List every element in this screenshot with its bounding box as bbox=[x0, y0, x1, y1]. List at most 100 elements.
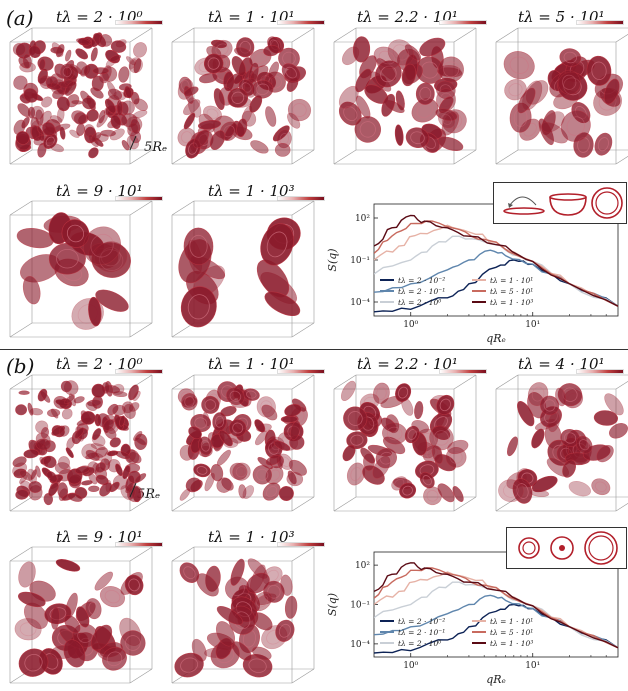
cell-dimple bbox=[200, 439, 210, 452]
cell-dimple bbox=[376, 386, 387, 400]
cell-body bbox=[23, 88, 39, 103]
red-blood-cell bbox=[404, 44, 422, 61]
red-blood-cell bbox=[387, 39, 414, 66]
red-blood-cell bbox=[180, 286, 217, 328]
cell-dimple bbox=[125, 635, 141, 651]
cell-body bbox=[498, 479, 524, 503]
cube-edge bbox=[495, 374, 519, 390]
red-blood-cell bbox=[229, 462, 248, 480]
cell-dimple bbox=[206, 108, 219, 119]
cell-body bbox=[373, 46, 401, 69]
red-blood-cell bbox=[250, 140, 269, 154]
red-blood-cell bbox=[560, 110, 591, 142]
red-blood-cell bbox=[28, 45, 41, 59]
red-blood-cell bbox=[115, 463, 123, 477]
cube-b2 bbox=[171, 374, 315, 512]
cell-body bbox=[63, 639, 86, 668]
red-blood-cell bbox=[263, 580, 285, 603]
cell-body bbox=[278, 453, 293, 470]
cell-body bbox=[287, 98, 312, 122]
rotation-arrow-icon bbox=[509, 196, 537, 206]
cube-edge bbox=[171, 27, 195, 43]
red-blood-cell bbox=[17, 591, 46, 608]
y-tick-label: 10⁻¹ bbox=[350, 601, 370, 611]
red-blood-cell bbox=[193, 129, 210, 149]
cell-dimple bbox=[183, 566, 196, 580]
cube-edge bbox=[129, 546, 153, 562]
cell-body bbox=[50, 79, 67, 95]
red-blood-cell bbox=[85, 449, 100, 461]
cube-edge bbox=[291, 322, 315, 338]
red-blood-cell bbox=[234, 47, 251, 57]
red-blood-cell bbox=[290, 420, 301, 440]
cell-body bbox=[28, 481, 42, 493]
cell-body bbox=[290, 420, 301, 440]
red-blood-cell bbox=[213, 88, 225, 111]
red-blood-cell bbox=[604, 393, 624, 416]
red-blood-cell bbox=[50, 115, 63, 124]
cell-body bbox=[132, 390, 141, 402]
cell-body bbox=[133, 42, 147, 58]
red-blood-cell bbox=[263, 45, 280, 57]
cube-edge bbox=[171, 496, 195, 512]
cell-body bbox=[529, 489, 550, 497]
cell-dimple bbox=[77, 628, 93, 643]
panel-b3-title: tλ = 2.2 · 10¹ bbox=[357, 355, 458, 373]
shape-inset-a bbox=[493, 182, 627, 224]
red-blood-cell bbox=[232, 462, 251, 481]
cube-edge bbox=[291, 546, 315, 562]
cell-body bbox=[231, 56, 246, 76]
cell-body bbox=[110, 114, 121, 130]
red-blood-cell bbox=[179, 562, 200, 583]
series-line bbox=[374, 581, 618, 649]
red-blood-cell bbox=[76, 606, 90, 628]
y-axis-label: S(q) bbox=[326, 593, 339, 616]
red-blood-cell bbox=[124, 574, 144, 596]
red-blood-cell bbox=[375, 448, 397, 469]
red-blood-cell bbox=[281, 63, 301, 82]
cube-edge bbox=[9, 200, 33, 216]
red-blood-cell bbox=[87, 461, 99, 474]
cell-dimple bbox=[223, 125, 235, 138]
red-blood-cell bbox=[538, 118, 554, 146]
red-blood-cell bbox=[447, 439, 469, 455]
red-blood-cell bbox=[278, 486, 294, 501]
cell-body bbox=[517, 87, 536, 114]
red-blood-cell bbox=[16, 131, 30, 145]
red-blood-cell bbox=[210, 39, 228, 49]
cell-body bbox=[45, 76, 58, 88]
red-blood-cell bbox=[437, 110, 456, 129]
cell-body bbox=[128, 57, 143, 74]
red-blood-cell bbox=[181, 393, 198, 411]
red-blood-cell bbox=[280, 415, 298, 423]
cell-body bbox=[68, 393, 77, 407]
red-blood-cell bbox=[88, 485, 100, 493]
cube-a3 bbox=[333, 27, 477, 165]
x-axis-label: qRₑ bbox=[486, 673, 506, 686]
cell-body bbox=[437, 110, 456, 129]
cell-dimple bbox=[248, 658, 267, 673]
cell-dimple bbox=[266, 485, 278, 498]
red-blood-cell bbox=[405, 127, 430, 149]
cell-body bbox=[604, 393, 624, 416]
cell-body bbox=[66, 437, 76, 450]
red-blood-cell bbox=[134, 473, 147, 483]
red-blood-cell bbox=[122, 465, 131, 479]
cell-dimple bbox=[439, 398, 451, 412]
cell-dimple bbox=[194, 417, 208, 429]
red-blood-cell bbox=[99, 34, 113, 47]
cell-body bbox=[133, 58, 142, 74]
cell-body bbox=[81, 480, 93, 486]
cell-body bbox=[435, 80, 456, 100]
colorbar bbox=[576, 20, 624, 25]
cell-body bbox=[452, 486, 464, 502]
red-blood-cell bbox=[399, 482, 417, 499]
cell-body bbox=[55, 44, 65, 58]
cell-body bbox=[557, 383, 583, 407]
cell-body bbox=[183, 112, 196, 130]
red-blood-cell bbox=[498, 479, 524, 503]
cell-body bbox=[91, 242, 131, 278]
y-tick-label: 10² bbox=[355, 214, 370, 224]
structure-factor-plot-b: 10² 10⁻¹ 10⁻⁴ 10⁰ 10¹ S(q) qRₑ tλ = 2 · 10⁻² tλ … bbox=[326, 551, 619, 686]
cell-body bbox=[284, 595, 298, 619]
